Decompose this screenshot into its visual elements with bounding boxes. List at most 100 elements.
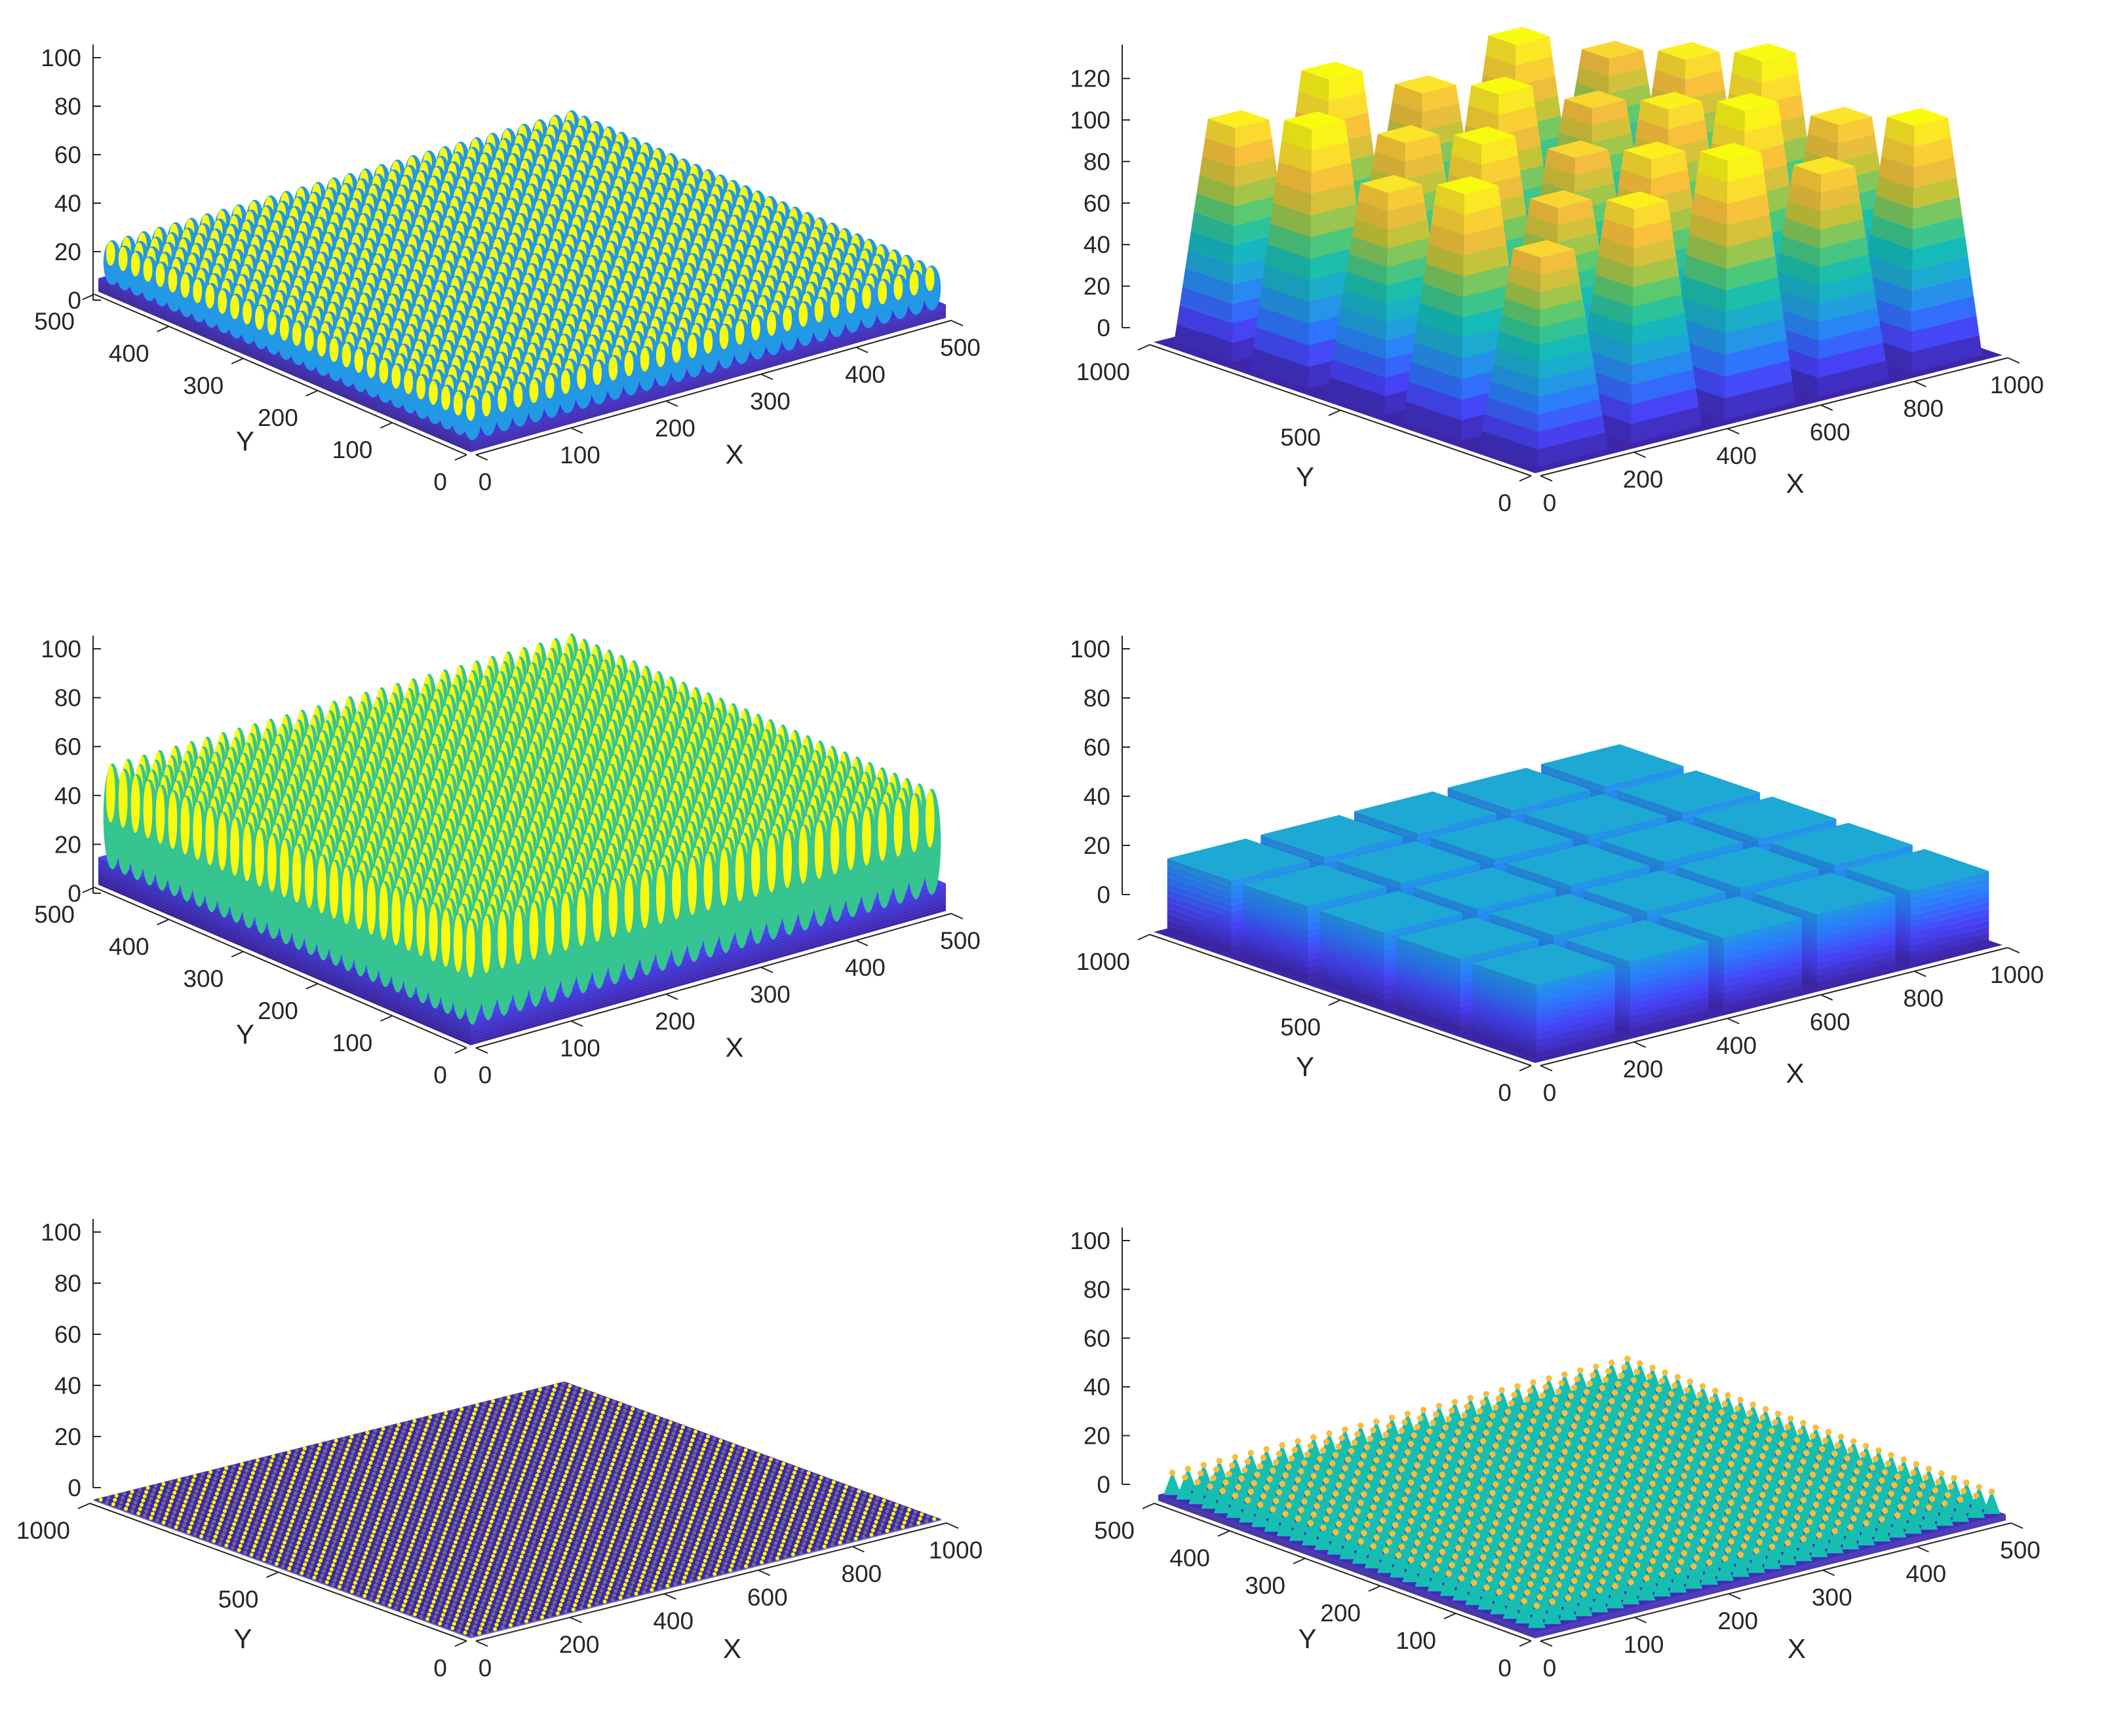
surface-bump-highlight	[482, 915, 491, 973]
surface-bump-highlight	[925, 790, 935, 848]
surface-bump-highlight	[193, 801, 203, 860]
x-tick-label: 100	[560, 1035, 600, 1062]
surface-bump-highlight	[354, 872, 364, 930]
x-tick-label: 200	[655, 1008, 695, 1035]
surface-skirt	[98, 288, 471, 451]
surface-bump-highlight	[118, 769, 128, 828]
z-tick-label: 40	[54, 782, 81, 809]
surface-bump-highlight	[735, 320, 745, 345]
surface-bump-highlight	[560, 893, 570, 951]
surface-bump-highlight	[317, 332, 326, 357]
surface-bump-highlight	[193, 279, 203, 303]
surface-bump-highlight	[218, 289, 227, 314]
surface-bump-highlight	[624, 875, 634, 933]
surface-top-left	[98, 110, 946, 452]
panel-top-left: 0204060801000100200300400500X01002003004…	[34, 45, 981, 495]
y-tick-label: 500	[1280, 424, 1321, 451]
surface-bump-highlight	[243, 823, 252, 881]
surface-bump-highlight	[798, 826, 808, 884]
surface-bump-highlight	[304, 850, 314, 908]
z-tick-label: 100	[41, 45, 81, 71]
surface-bump-highlight	[106, 241, 115, 266]
surface-skirt	[471, 313, 946, 450]
x-tick-label: 1000	[1990, 961, 2044, 988]
x-tick-mark	[855, 347, 869, 353]
x-axis-line	[475, 320, 952, 455]
x-tick-label: 1000	[1990, 372, 2044, 398]
x-tick-label: 200	[1623, 466, 1664, 493]
surface-bump-highlight	[106, 764, 115, 822]
surface-bump-highlight	[498, 910, 507, 969]
y-tick-label: 500	[34, 308, 75, 335]
surface-bump-highlight	[560, 370, 570, 395]
x-tick-label: 300	[750, 388, 791, 415]
z-tick-label: 40	[1084, 231, 1110, 258]
surface-bump-highlight	[482, 392, 491, 417]
surface-bump-highlight	[255, 828, 264, 887]
y-tick-mark	[305, 390, 319, 396]
x-tick-mark	[950, 320, 964, 326]
y-tick-label: 200	[258, 997, 298, 1024]
surface-skirt	[471, 312, 946, 448]
surface-bump-highlight	[814, 298, 824, 322]
surface-bump-highlight	[798, 302, 808, 327]
surface-bump-highlight	[168, 268, 178, 293]
surface-bump-highlight	[465, 396, 475, 421]
surface-bump-highlight	[143, 257, 153, 282]
surface-bump-highlight	[155, 786, 165, 844]
y-tick-mark	[380, 422, 393, 429]
y-tick-label: 400	[109, 933, 149, 960]
surface-bump-highlight	[893, 275, 903, 300]
y-tick-label: 1000	[1076, 358, 1130, 385]
surface-bump-highlight	[672, 861, 681, 919]
surface-bump-highlight	[391, 364, 401, 389]
x-tick-mark	[665, 400, 678, 407]
surface-skirt	[98, 286, 471, 448]
surface-bump-highlight	[267, 834, 277, 892]
surface-bump-highlight	[719, 848, 729, 906]
z-tick-label: 100	[1070, 636, 1110, 663]
surface-bump-highlight	[655, 866, 665, 924]
surface-bump-highlight	[304, 327, 314, 352]
y-tick-label: 100	[332, 436, 373, 463]
y-tick-label: 200	[258, 404, 298, 431]
surface-skirt	[98, 287, 471, 450]
surface-skirt	[471, 316, 946, 452]
x-tick-label: 0	[479, 469, 492, 495]
x-axis-label: X	[1786, 1058, 1804, 1089]
surface-skirt	[98, 282, 471, 444]
surface-bump-highlight	[893, 799, 903, 857]
x-axis-label: X	[1786, 468, 1804, 499]
x-tick-label: 0	[1543, 1079, 1557, 1106]
surface-bump-highlight	[767, 311, 776, 336]
surface-bump-highlight	[342, 866, 351, 924]
surface-bump-highlight	[205, 284, 215, 309]
surface-bump-highlight	[143, 781, 153, 839]
y-axis-label: Y	[236, 1019, 254, 1050]
z-tick-label: 20	[1084, 273, 1110, 300]
surface-bump-highlight	[168, 791, 178, 849]
surface-bump-highlight	[429, 904, 438, 962]
z-tick-label: 80	[1084, 685, 1110, 712]
surface-bump-highlight	[292, 321, 302, 346]
z-tick-label: 20	[1084, 832, 1110, 859]
surface-bump-highlight	[640, 347, 650, 372]
z-tick-label: 100	[41, 636, 81, 663]
surface-bump-highlight	[429, 380, 438, 405]
surface-bump-highlight	[862, 284, 871, 309]
surface-bump-highlight	[243, 300, 252, 325]
surface-bump-highlight	[846, 289, 855, 314]
surface-bump-highlight	[230, 818, 240, 876]
surface-bump-highlight	[688, 857, 697, 915]
surface-bump-highlight	[909, 271, 919, 296]
surface-bump-highlight	[545, 897, 555, 955]
surface-bump-highlight	[354, 348, 364, 373]
surface-bump-highlight	[267, 311, 277, 336]
surface-bump-highlight	[379, 882, 389, 940]
surface-bump-highlight	[279, 316, 289, 341]
surface-skirt	[471, 308, 946, 444]
surface-bump-highlight	[255, 305, 264, 330]
x-tick-label: 500	[940, 334, 981, 361]
surface-bump-highlight	[672, 338, 681, 363]
